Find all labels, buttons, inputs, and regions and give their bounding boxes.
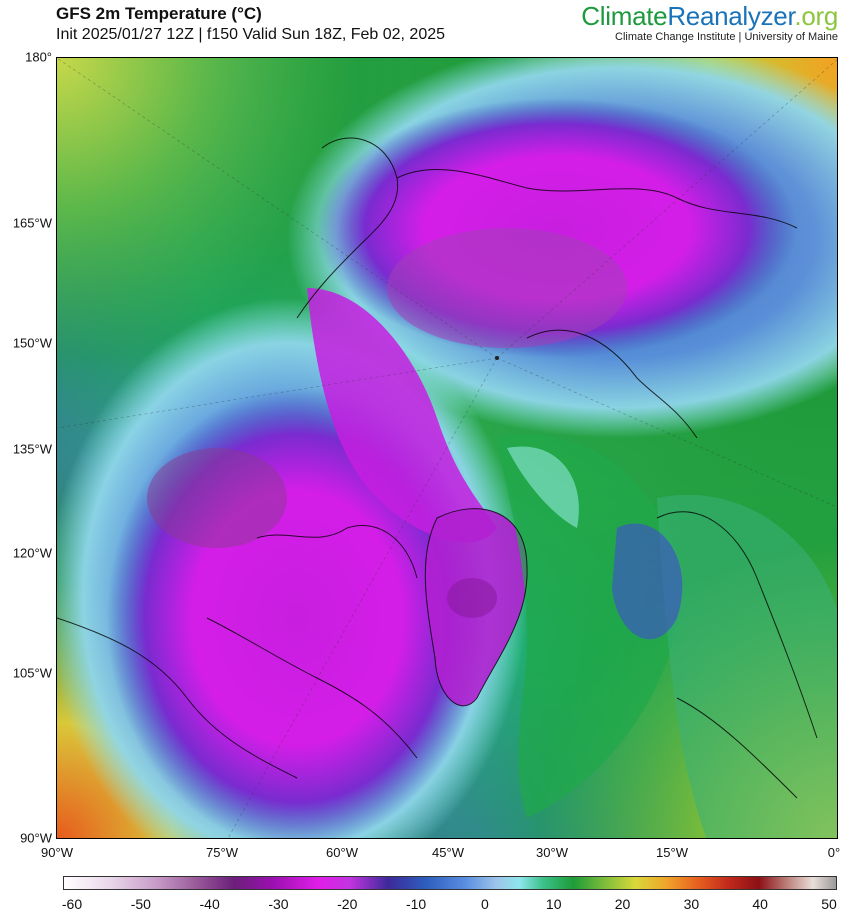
lon-label-60w: 60°W: [326, 845, 358, 860]
lat-label-165w: 165°W: [12, 215, 52, 231]
lat-label-120w: 120°W: [12, 545, 52, 561]
colorbar-tick-label: 30: [683, 896, 700, 912]
lat-label-105w: 105°W: [12, 665, 52, 681]
colorbar-tick-label: -40: [199, 896, 220, 912]
lon-label-30w: 30°W: [536, 845, 568, 860]
temperature-map[interactable]: [56, 57, 838, 839]
lon-label-75w: 75°W: [206, 845, 238, 860]
brand-logo-part1: Climate: [581, 1, 668, 31]
brand-logo-part2: Reanalyzer: [667, 1, 795, 31]
lon-label-0: 0°: [827, 845, 841, 860]
colorbar-tick-label: 40: [752, 896, 768, 912]
colorbar-tick-label: -50: [130, 896, 151, 912]
colorbar-tick-label: 50: [821, 896, 837, 912]
colorbar-tick-label: -30: [268, 896, 289, 912]
colorbar-tick-label: 0: [481, 896, 489, 912]
chart-title: GFS 2m Temperature (°C): [56, 4, 262, 23]
lon-label-45w: 45°W: [432, 845, 464, 860]
lon-label-90w: 90°W: [41, 845, 73, 860]
temperature-map-canvas: [57, 58, 837, 838]
colorbar-tick-label: -20: [337, 896, 358, 912]
brand-affiliation: Climate Change Institute | University of…: [615, 31, 838, 43]
colorbar-tick-label: -60: [61, 896, 83, 912]
colorbar-tick-label: 10: [545, 896, 562, 912]
lat-label-180: 180°: [25, 49, 52, 65]
temperature-colorbar: [63, 876, 837, 890]
lat-label-135w: 135°W: [12, 441, 52, 457]
colorbar-tick-label: 20: [614, 896, 631, 912]
north-pole-marker: [495, 356, 499, 360]
brand-logo-part3: .org: [794, 1, 838, 31]
lat-label-150w: 150°W: [12, 335, 52, 351]
brand-logo[interactable]: ClimateReanalyzer.org: [581, 1, 838, 32]
chart-subtitle: Init 2025/01/27 12Z | f150 Valid Sun 18Z…: [56, 26, 446, 43]
lon-label-15w: 15°W: [656, 845, 688, 860]
lat-label-90w: 90°W: [20, 830, 52, 846]
colorbar-tick-label: -10: [405, 896, 427, 912]
